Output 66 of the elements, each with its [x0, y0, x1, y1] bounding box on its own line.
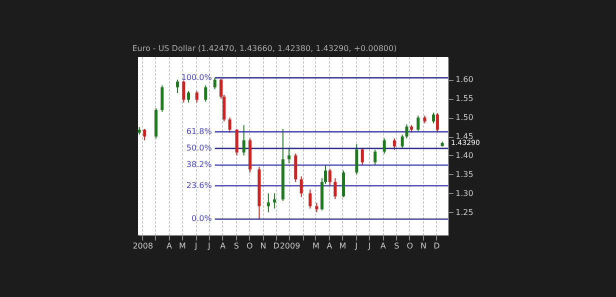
y-tick-label: 1.35 [456, 170, 474, 179]
y-tick-label: 1.30 [456, 188, 474, 198]
x-tick-label: A [220, 242, 226, 250]
y-tick-label: 1.55 [456, 94, 474, 104]
candlestick [160, 84, 164, 112]
x-tick-label: M [339, 242, 346, 250]
x-tick-label: J [194, 242, 198, 250]
x-tick-label: D [434, 242, 440, 250]
annotation: 0.0% [192, 214, 212, 224]
chart-title: Euro - US Dollar (1.42470, 1.43660, 1.42380, 1.43290, +0.00800) [132, 44, 397, 53]
candlestick [300, 176, 303, 198]
annotation: 23.6% [186, 180, 212, 190]
x-tick-label: A [380, 242, 386, 250]
x-tick-label: D [273, 242, 280, 250]
candlestick [273, 192, 276, 209]
y-tick-label: 1.25 [456, 208, 474, 217]
x-tick-label: J [354, 242, 358, 250]
annotation: 100.0% [181, 72, 212, 82]
candlestick [436, 112, 439, 134]
candlestick [186, 90, 190, 103]
y-tick-label: 1.60 [456, 75, 474, 84]
candlestick [432, 112, 436, 124]
candlestick [360, 147, 364, 166]
x-tick-label: S [234, 242, 239, 250]
y-tick-label: 1.40 [456, 150, 474, 160]
candlestick [400, 134, 404, 148]
candlestick [315, 202, 318, 213]
x-tick-label: A [166, 242, 172, 250]
candlestick [228, 117, 232, 134]
candlestick [195, 90, 198, 103]
x-tick-label: N [420, 242, 426, 250]
x-tick-label: J [207, 242, 210, 250]
candlestick [328, 168, 332, 186]
x-tick-label: 2008 [132, 242, 154, 250]
candlestick [416, 115, 420, 132]
x-tick-label: M [312, 242, 320, 250]
x-tick-label: O [406, 242, 414, 250]
y-tick-label: 1.50 [456, 113, 474, 122]
candlestick [392, 138, 396, 150]
candlestick [288, 147, 291, 164]
x-tick-label: A [326, 242, 333, 250]
candlestick [355, 144, 358, 175]
candlestick [266, 192, 270, 213]
x-tick-label: S [394, 242, 400, 250]
candlestick [334, 178, 337, 200]
candlestick [342, 170, 345, 198]
candlestick [235, 128, 238, 156]
x-tick-label: M [178, 242, 186, 250]
x-tick-label: N [260, 242, 266, 250]
annotation: 61.8% [186, 126, 212, 136]
candlestick [213, 77, 216, 90]
candlestick [294, 153, 298, 182]
candlestick [382, 138, 386, 154]
x-tick-label: 2009 [280, 242, 300, 250]
x-tick-label: J [367, 242, 371, 250]
candlestick [182, 80, 186, 103]
candlestick [374, 149, 377, 166]
x-tick-label: O [246, 242, 253, 250]
candlestick [143, 128, 146, 141]
candlestick [308, 189, 312, 209]
candlestick [176, 79, 180, 94]
candlestick [242, 124, 246, 156]
candlestick [405, 124, 408, 139]
annotation: 50.0% [186, 143, 212, 152]
annotation: 38.2% [186, 160, 212, 170]
candlestick [204, 84, 208, 102]
